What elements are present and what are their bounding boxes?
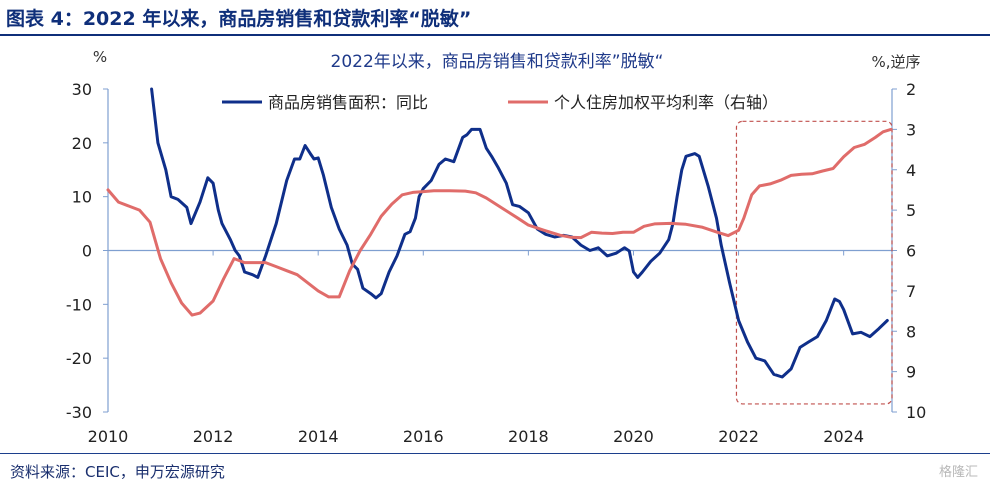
watermark: 格隆汇 (938, 465, 978, 480)
right-axis-tick-label: 5 (906, 201, 916, 220)
chart-title: 2022年以来，商品房销售和贷款利率”脱敏“ (331, 52, 664, 72)
left-axis-unit-label: % (93, 48, 107, 66)
report-header: 图表 4：2022 年以来，商品房销售和贷款利率“脱敏” (0, 0, 990, 36)
x-axis-tick-label: 2018 (508, 427, 549, 446)
right-axis-tick-label: 2 (906, 80, 916, 99)
right-axis-tick-label: 8 (906, 322, 916, 341)
legend-sales-label: 商品房销售面积：同比 (268, 93, 428, 112)
x-axis-tick-label: 2014 (298, 427, 339, 446)
legend-mortgage-label: 个人住房加权平均利率（右轴） (554, 93, 778, 112)
right-axis-tick-label: 9 (906, 363, 916, 382)
x-axis-tick-label: 2022 (718, 427, 759, 446)
right-axis-tick-label: 4 (906, 161, 916, 180)
chart: 2022年以来，商品房销售和贷款利率”脱敏“% %,逆序3020100-10-20… (66, 48, 927, 446)
x-axis-tick-label: 2024 (823, 427, 864, 446)
footer-divider (0, 453, 990, 454)
right-axis-unit-label: %,逆序 (871, 53, 920, 71)
figure-title: 图表 4：2022 年以来，商品房销售和贷款利率“脱敏” (6, 8, 472, 30)
right-axis-tick-label: 10 (906, 403, 926, 422)
x-axis-tick-label: 2012 (193, 427, 234, 446)
highlight-box (735, 120, 893, 405)
x-axis-tick-label: 2016 (403, 427, 444, 446)
left-axis-tick-label: 20 (72, 134, 92, 153)
x-axis-tick-label: 2020 (613, 427, 654, 446)
left-axis-tick-label: -30 (66, 403, 92, 422)
left-axis-tick-label: -10 (66, 295, 92, 314)
right-axis-tick-label: 3 (906, 120, 916, 139)
series-line-mortgage-rate (106, 127, 893, 317)
left-axis-tick-label: 0 (82, 242, 92, 261)
right-axis-tick-label: 6 (906, 242, 916, 261)
header-divider (0, 34, 990, 36)
left-axis-tick-label: 30 (72, 80, 92, 99)
left-axis-tick-label: -20 (66, 349, 92, 368)
right-axis-tick-label: 7 (906, 282, 916, 301)
left-axis-tick-label: 10 (72, 188, 92, 207)
source-note: 资料来源：CEIC，申万宏源研究 (10, 463, 225, 481)
series-line-sales-yoy (150, 87, 889, 379)
x-axis-tick-label: 2010 (88, 427, 129, 446)
